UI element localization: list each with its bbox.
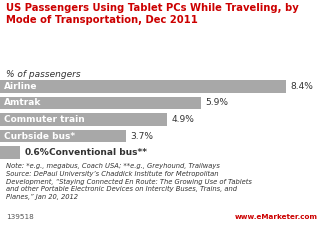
Bar bbox=[0, 97, 201, 109]
Text: 139518: 139518 bbox=[6, 214, 34, 220]
Bar bbox=[0, 80, 286, 92]
Text: 4.9%: 4.9% bbox=[171, 115, 194, 124]
Text: Conventional bus**: Conventional bus** bbox=[50, 148, 147, 157]
Text: US Passengers Using Tablet PCs While Traveling, by
Mode of Transportation, Dec 2: US Passengers Using Tablet PCs While Tra… bbox=[6, 3, 299, 25]
Text: % of passengers: % of passengers bbox=[6, 70, 81, 79]
Text: 8.4%: 8.4% bbox=[291, 82, 313, 91]
Text: Curbside bus*: Curbside bus* bbox=[4, 132, 75, 141]
Text: www.eMarketer.com: www.eMarketer.com bbox=[235, 214, 318, 220]
Text: Amtrak: Amtrak bbox=[4, 98, 41, 107]
Text: 0.6%: 0.6% bbox=[25, 148, 49, 157]
Text: Airline: Airline bbox=[4, 82, 38, 91]
Text: 3.7%: 3.7% bbox=[130, 132, 153, 141]
Text: Note: *e.g., megabus, Coach USA; **e.g., Greyhound, Trailways
Source: DePaul Uni: Note: *e.g., megabus, Coach USA; **e.g.,… bbox=[6, 163, 252, 200]
Bar bbox=[0, 146, 20, 159]
Bar bbox=[0, 130, 126, 142]
Text: 5.9%: 5.9% bbox=[205, 98, 228, 107]
Bar bbox=[0, 113, 167, 126]
Text: Commuter train: Commuter train bbox=[4, 115, 85, 124]
